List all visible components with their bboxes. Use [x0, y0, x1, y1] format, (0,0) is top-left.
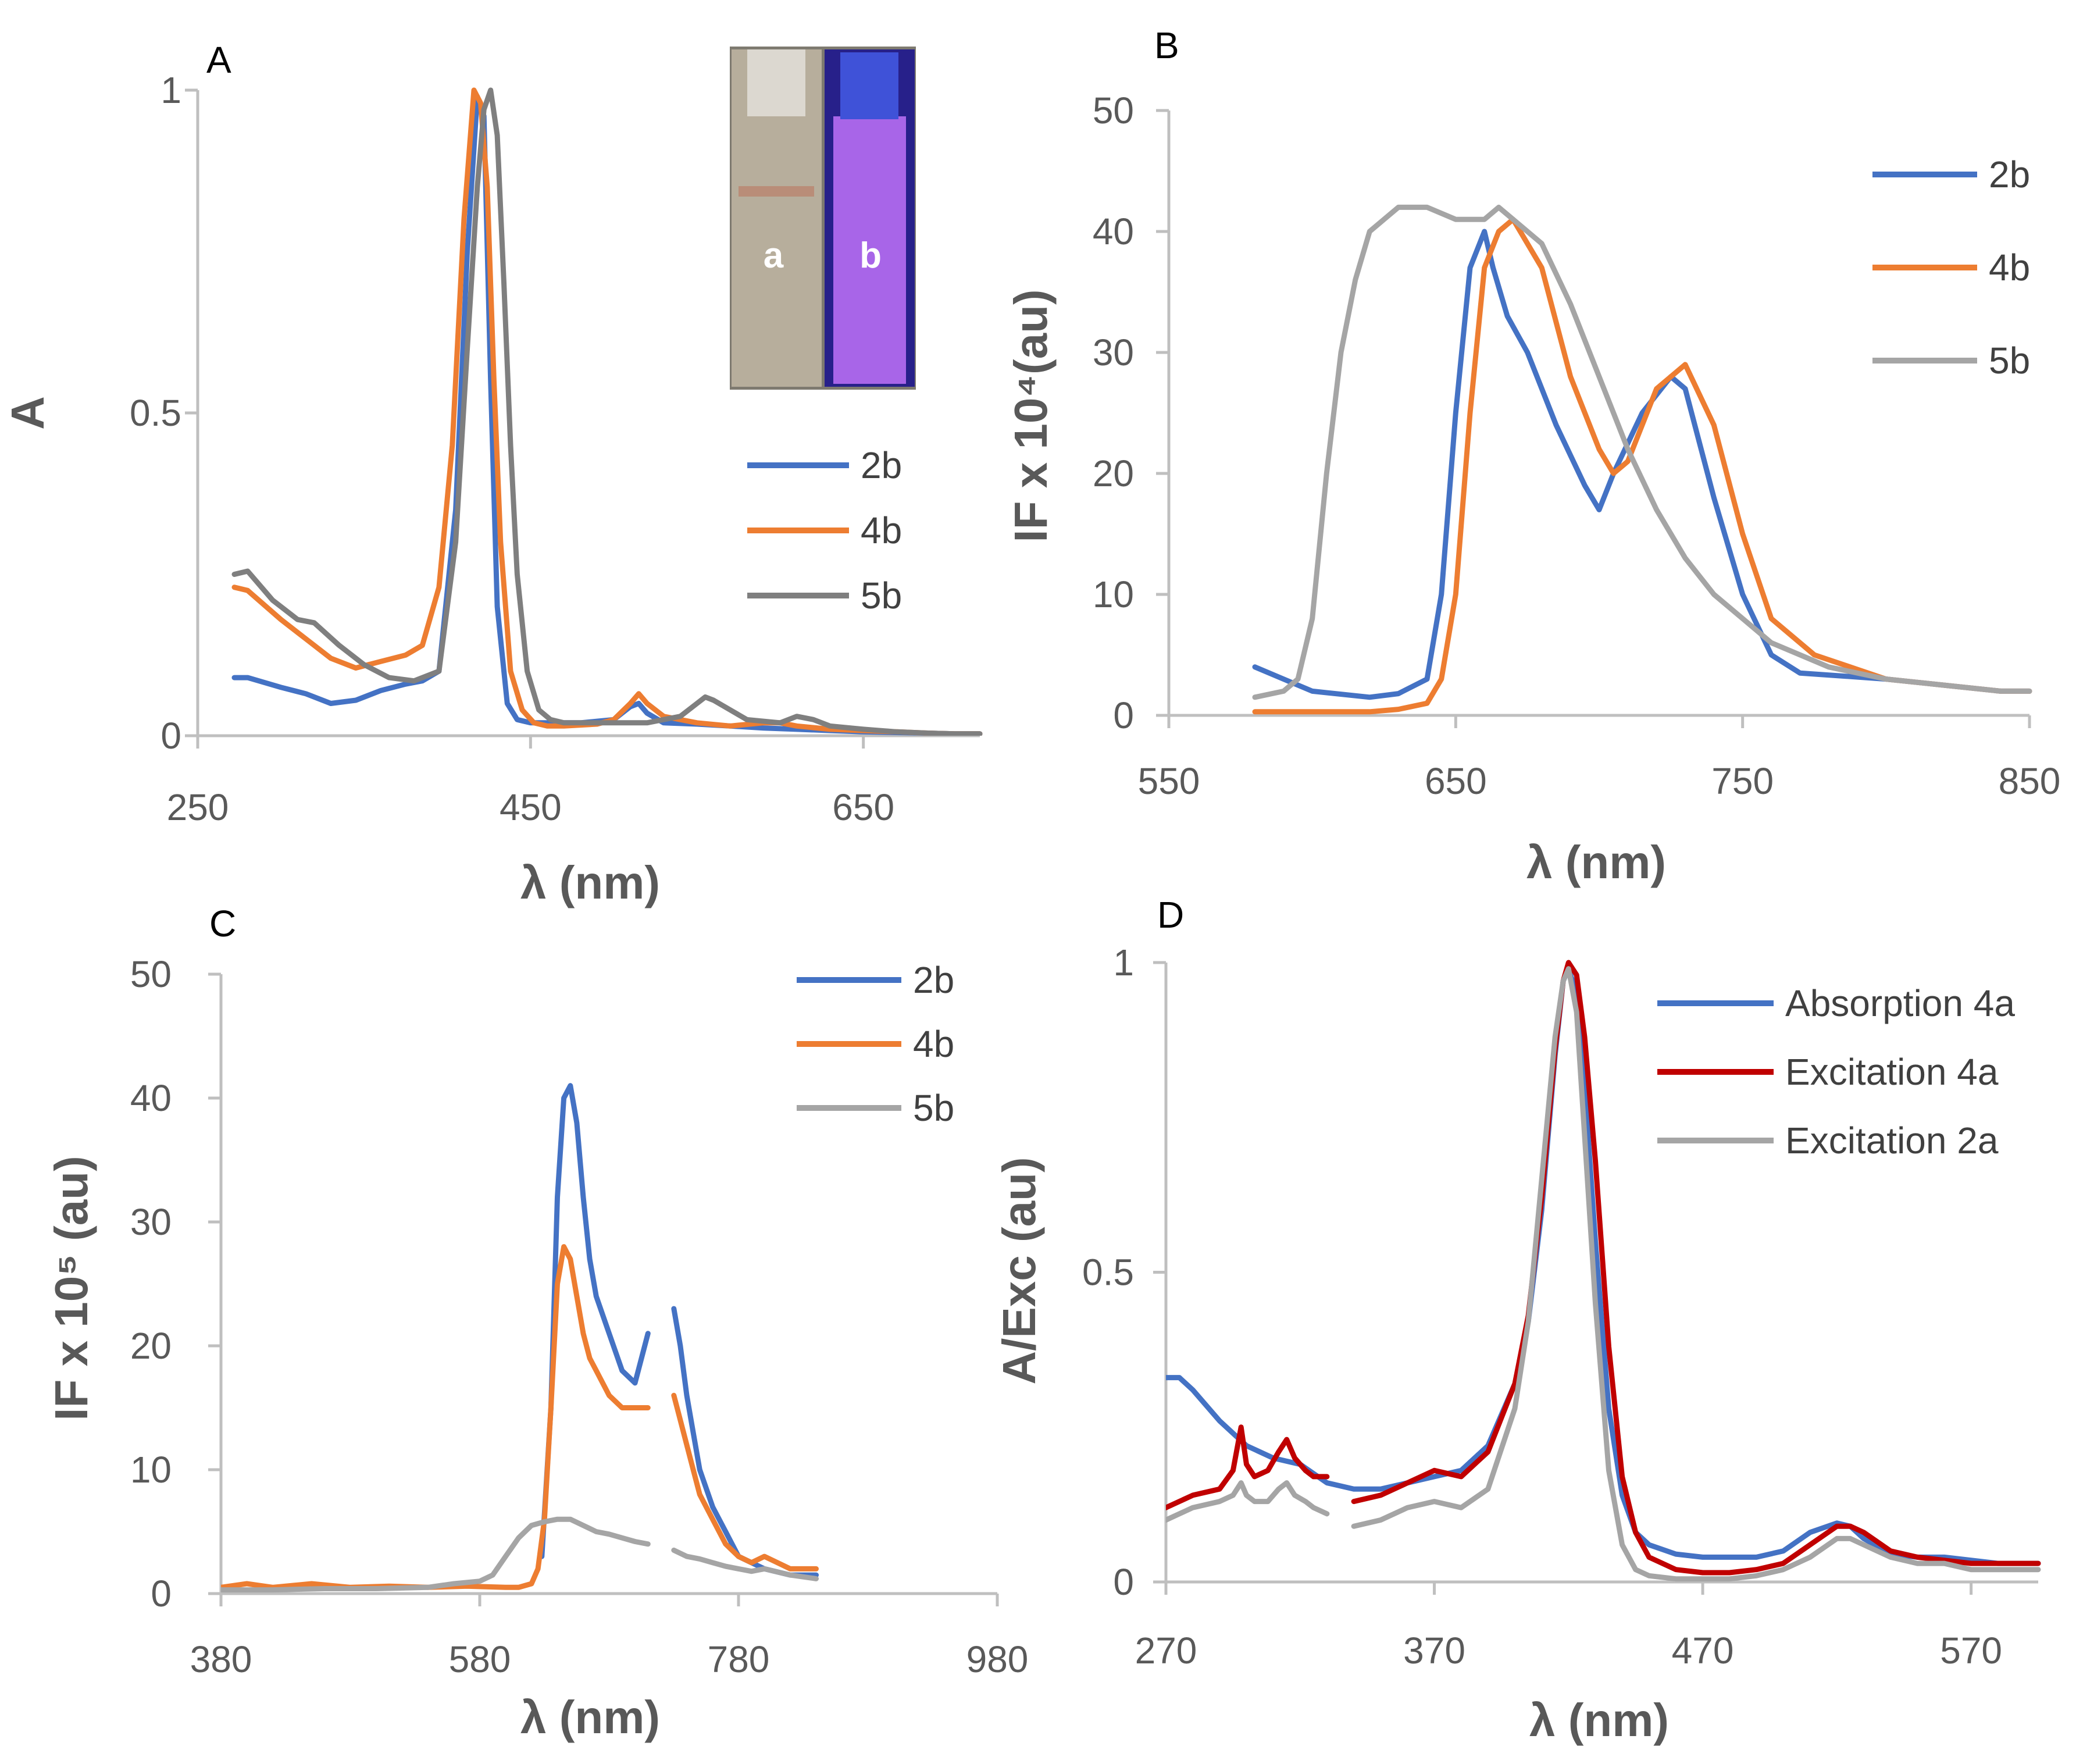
panel-a-x-tick-label: 650 — [832, 786, 894, 828]
cuvette-a-meniscus — [739, 186, 814, 197]
panel-b-y-tick-label: 50 — [1093, 90, 1134, 131]
panel-d-series-excitation-4a-cont — [1351, 960, 2041, 1576]
panel-b-y-tick-label: 40 — [1093, 211, 1134, 252]
panel-c-y-tick-label: 40 — [130, 1077, 172, 1119]
panel-c: C 0 10 20 30 40 50 380 580 780 980 λ (nm) IF x 10⁵ … — [45, 903, 1028, 1743]
panel-a-series-4b — [231, 87, 983, 736]
panel-a: A 0 0.5 1 250 450 650 λ (nm) A 2b 4b 5b a b — [2, 39, 983, 908]
panel-c-x-tick-label: 380 — [190, 1638, 252, 1680]
panel-d-series-excitation-2a — [1166, 1480, 1330, 1523]
panel-b-y-axis-title: IF x 10⁴(au) — [1005, 289, 1057, 542]
panel-d-series-excitation-2a-cont — [1351, 966, 2041, 1582]
panel-c-y-tick-label: 50 — [130, 953, 172, 995]
panel-c-series-5b — [221, 1516, 651, 1593]
panel-d-x-tick-label: 270 — [1135, 1630, 1197, 1672]
panel-a-series-2b — [231, 94, 983, 736]
panel-d-series-excitation-4a — [1166, 1424, 1330, 1510]
panel-b-legend-label: 4b — [1989, 247, 2030, 288]
panel-d-series-group — [1166, 960, 2041, 1582]
panel-b-x-tick-label: 650 — [1425, 760, 1487, 802]
panel-b-series-group — [1252, 204, 2032, 715]
panel-b-y-tick-label: 30 — [1093, 332, 1134, 373]
panel-a-y-axis-title: A — [2, 396, 53, 430]
panel-d-legend-label: Excitation 2a — [1785, 1120, 1999, 1161]
panel-b-x-tick-label: 750 — [1711, 760, 1774, 802]
panel-d-y-tick-label: 0 — [1113, 1561, 1134, 1603]
panel-b-x-tick-label: 550 — [1138, 760, 1200, 802]
inset-label-b: b — [859, 236, 882, 276]
cuvette-a-cap-icon — [747, 49, 805, 116]
panel-b-series-2b — [1252, 229, 2032, 700]
panel-c-legend-label: 5b — [913, 1087, 954, 1129]
panel-d-y-tick-label: 0.5 — [1082, 1252, 1134, 1293]
panel-d-plot: 0 0.5 1 270 370 470 570 λ (nm) A/Exc (au) Absorpt… — [993, 942, 2041, 1746]
panel-b-legend-label: 2b — [1989, 154, 2030, 195]
panel-d-y-axis-title: A/Exc (au) — [993, 1157, 1045, 1384]
panel-b-plot: 0 10 20 30 40 50 550 650 750 850 λ (nm) IF x 10⁴(au… — [1005, 90, 2060, 888]
panel-a-plot: 0 0.5 1 250 450 650 λ (nm) A 2b 4b 5b — [2, 69, 983, 908]
panel-a-legend-label: 4b — [861, 509, 902, 551]
panel-b-x-tick-label: 850 — [1999, 760, 2061, 802]
panel-c-x-tick-label: 980 — [966, 1638, 1029, 1680]
panel-b-series-5b — [1252, 204, 2032, 700]
panel-label-c: C — [209, 903, 236, 945]
panel-a-x-tick-label: 450 — [500, 786, 562, 828]
panel-a-y-tick-label: 0.5 — [130, 392, 181, 434]
panel-b-series-4b — [1252, 216, 2032, 715]
panel-a-inset-photo: a b — [730, 47, 916, 390]
panel-d-x-tick-label: 570 — [1940, 1630, 2002, 1672]
panel-a-x-axis-title: λ (nm) — [520, 857, 660, 908]
panel-d: D 0 0.5 1 270 370 470 570 λ (nm) A/Exc (au) Absor… — [993, 894, 2041, 1746]
panel-b-x-axis-title: λ (nm) — [1526, 836, 1666, 888]
panel-a-legend-label: 2b — [861, 444, 902, 486]
cuvette-b-fluorescence — [833, 116, 906, 384]
panel-a-series-5b — [231, 87, 983, 736]
panel-a-y-tick-label: 0 — [160, 715, 181, 757]
panel-d-x-axis-title: λ (nm) — [1529, 1694, 1669, 1746]
panel-c-plot: 0 10 20 30 40 50 380 580 780 980 λ (nm) IF x 10⁵ (a… — [45, 953, 1028, 1743]
panel-c-legend-label: 4b — [913, 1023, 954, 1065]
panel-d-legend-label: Excitation 4a — [1785, 1051, 1999, 1093]
panel-c-x-tick-label: 580 — [449, 1638, 511, 1680]
panel-c-series-5b-cont — [671, 1547, 819, 1581]
panel-a-x-tick-label: 250 — [167, 786, 229, 828]
panel-c-series-2b — [539, 1083, 651, 1559]
panel-c-series-4b-cont — [671, 1392, 819, 1571]
panel-b-legend-label: 5b — [1989, 340, 2030, 382]
panel-b: B 0 10 20 30 40 50 550 650 750 850 λ (nm) IF x 10⁴(… — [1005, 24, 2060, 888]
panel-label-b: B — [1154, 24, 1179, 66]
cuvette-b-cap-icon — [840, 52, 898, 119]
panel-c-y-tick-label: 10 — [130, 1449, 172, 1491]
panel-d-legend-label: Absorption 4a — [1785, 982, 2015, 1024]
panel-a-legend-label: 5b — [861, 575, 902, 616]
panel-a-series-group — [231, 87, 983, 736]
inset-label-a: a — [764, 236, 784, 276]
panel-d-x-tick-label: 470 — [1672, 1630, 1734, 1672]
panel-d-y-tick-label: 1 — [1113, 942, 1134, 983]
panel-c-y-tick-label: 30 — [130, 1201, 172, 1243]
panel-b-y-tick-label: 20 — [1093, 452, 1134, 494]
panel-c-x-axis-title: λ (nm) — [520, 1691, 660, 1743]
panel-c-legend-label: 2b — [913, 959, 954, 1001]
panel-c-y-tick-label: 0 — [151, 1573, 172, 1615]
panel-c-series-group — [221, 1083, 819, 1593]
panel-b-y-tick-label: 0 — [1113, 694, 1134, 736]
panel-c-y-tick-label: 20 — [130, 1325, 172, 1367]
panel-c-x-tick-label: 780 — [708, 1638, 770, 1680]
panel-label-d: D — [1157, 894, 1184, 936]
panel-b-y-tick-label: 10 — [1093, 573, 1134, 615]
panel-a-y-tick-label: 1 — [160, 69, 181, 111]
panel-d-x-tick-label: 370 — [1403, 1630, 1465, 1672]
panel-label-a: A — [206, 39, 231, 81]
panel-c-y-axis-title: IF x 10⁵ (au) — [45, 1156, 97, 1420]
